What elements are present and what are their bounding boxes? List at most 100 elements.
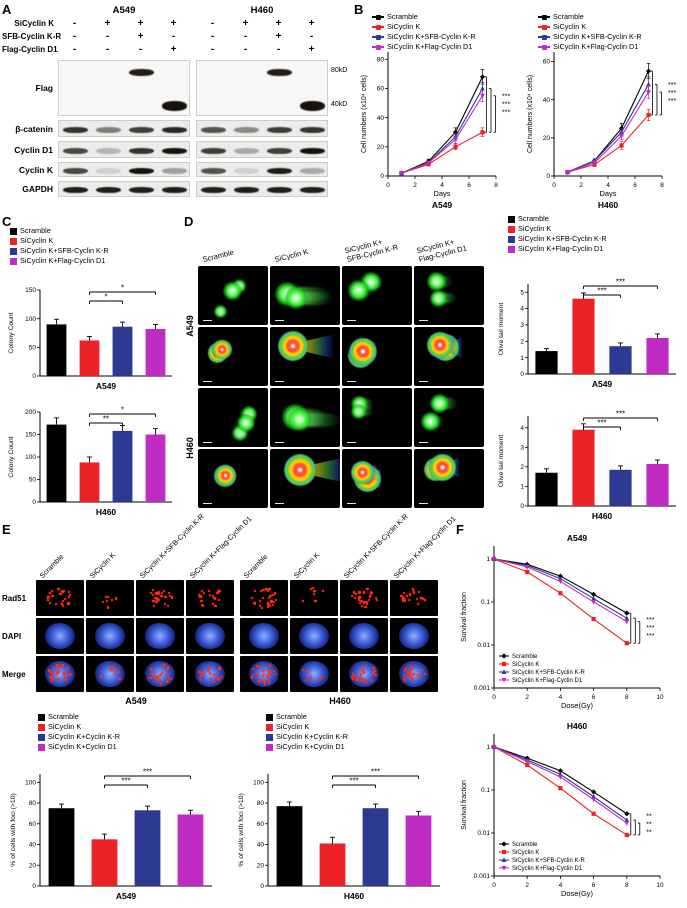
svg-text:20: 20 <box>543 135 551 142</box>
rad51-focus <box>264 682 267 685</box>
condition-label: Flag-Cyclin D1 <box>2 45 58 54</box>
comet-column-headers: Scramble SiCyclin K SiCyclin K+ SFB-Cyclin … <box>184 214 492 266</box>
rad51-focus <box>48 602 51 605</box>
rad51-focus <box>356 677 359 680</box>
protein-band <box>162 126 187 133</box>
condition-value: + <box>242 18 249 29</box>
if-image <box>390 656 438 692</box>
rad51-focus <box>206 668 209 671</box>
svg-text:50: 50 <box>29 345 37 352</box>
rad51-focus <box>261 669 264 672</box>
rad51-focus <box>156 679 159 682</box>
svg-text:Scramble: Scramble <box>512 654 538 660</box>
rad51-focus <box>202 592 206 595</box>
svg-text:2: 2 <box>525 882 529 889</box>
foci-chart-h460: 0 20 40 60 80 100 % of cells with foci (>10) **… <box>238 768 440 901</box>
condition-value: - <box>210 44 215 55</box>
legend-label: SiCyclin K <box>553 22 587 31</box>
rad51-focus <box>51 673 54 676</box>
svg-text:1: 1 <box>486 556 490 563</box>
rad51-focus <box>212 595 215 598</box>
rad51-focus <box>357 598 361 602</box>
protein-band <box>162 100 187 111</box>
rad51-focus <box>47 669 50 672</box>
legend-label: SiCyclin K <box>20 236 54 245</box>
rad51-focus <box>251 673 254 676</box>
legend-marker-icon <box>542 34 547 40</box>
if-image <box>136 618 184 654</box>
rad51-focus <box>106 606 110 609</box>
svg-text:60: 60 <box>29 821 37 828</box>
rad51-focus <box>256 674 259 677</box>
protein-band <box>96 167 121 174</box>
protein-band <box>162 167 187 174</box>
legend-swatch-icon <box>508 245 515 253</box>
rad51-focus <box>274 592 277 595</box>
nucleus <box>299 661 329 687</box>
comet-image <box>414 266 484 325</box>
svg-text:***: *** <box>502 94 510 101</box>
svg-text:1: 1 <box>486 744 490 751</box>
rad51-focus <box>411 678 414 681</box>
comet-head <box>213 304 227 318</box>
rad51-focus <box>218 598 221 602</box>
svg-text:***: *** <box>597 287 606 296</box>
if-image <box>390 580 438 616</box>
svg-text:20: 20 <box>257 862 265 869</box>
condition-value: - <box>138 44 143 55</box>
rad51-focus <box>260 589 263 592</box>
svg-text:0: 0 <box>520 371 524 378</box>
svg-text:0.001: 0.001 <box>474 685 491 692</box>
rad51-focus <box>163 589 166 592</box>
svg-text:SiCyclin K+SFB-Cyclin K-R: SiCyclin K+SFB-Cyclin K-R <box>512 670 586 676</box>
nucleus <box>249 623 279 649</box>
comet-head <box>277 331 308 362</box>
nucleus <box>95 661 125 687</box>
rad51-focus <box>67 596 70 599</box>
rad51-focus <box>63 672 66 675</box>
rad51-focus <box>64 597 67 600</box>
svg-text:2: 2 <box>579 182 583 189</box>
rad51-focus <box>217 589 220 593</box>
comet-image <box>342 266 412 325</box>
rad51-focus <box>69 672 72 676</box>
legend-swatch-icon <box>266 713 273 721</box>
rad51-focus <box>319 677 322 680</box>
protein-band <box>129 167 154 174</box>
if-column-header: SiCyclin K <box>291 550 322 580</box>
condition-value: + <box>275 18 282 29</box>
blot-image <box>58 181 190 197</box>
legend-colony: Scramble SiCyclin K SiCyclin K+SFB-Cyclin … <box>10 226 109 266</box>
svg-text:A549: A549 <box>567 533 588 543</box>
svg-text:SiCyclin K+SFB-Cyclin K-R: SiCyclin K+SFB-Cyclin K-R <box>512 858 586 864</box>
svg-text:0: 0 <box>32 883 36 890</box>
rad51-focus <box>403 599 406 602</box>
if-image <box>86 618 134 654</box>
comet-column-header: SiCyclin K <box>274 247 309 264</box>
condition-value: + <box>137 31 144 42</box>
blot-label: GAPDH <box>22 184 53 194</box>
rad51-focus <box>197 671 200 674</box>
rad51-focus <box>250 596 254 599</box>
scale-bar <box>347 380 356 382</box>
rad51-focus <box>421 597 424 600</box>
legend-swatch-icon <box>266 723 273 731</box>
legend-item: SiCyclin K <box>538 22 642 32</box>
protein-band <box>63 167 88 174</box>
rad51-focus <box>63 677 66 680</box>
svg-text:2: 2 <box>525 694 529 701</box>
nucleus <box>349 623 379 649</box>
rad51-focus <box>213 674 216 677</box>
rad51-focus <box>218 677 221 680</box>
comet-head <box>283 454 316 487</box>
rad51-focus <box>260 606 263 609</box>
svg-text:100: 100 <box>25 779 36 786</box>
svg-text:***: *** <box>646 617 654 624</box>
survival-chart-a549: 0 2 4 6 8 10 1 0.1 0.01 0.001 Dose(Gy) A549 Survival… <box>461 533 664 710</box>
protein-band <box>300 100 325 111</box>
rad51-focus <box>64 678 67 681</box>
rad51-focus <box>375 598 378 601</box>
svg-text:***: *** <box>143 768 152 777</box>
rad51-focus <box>117 670 121 673</box>
